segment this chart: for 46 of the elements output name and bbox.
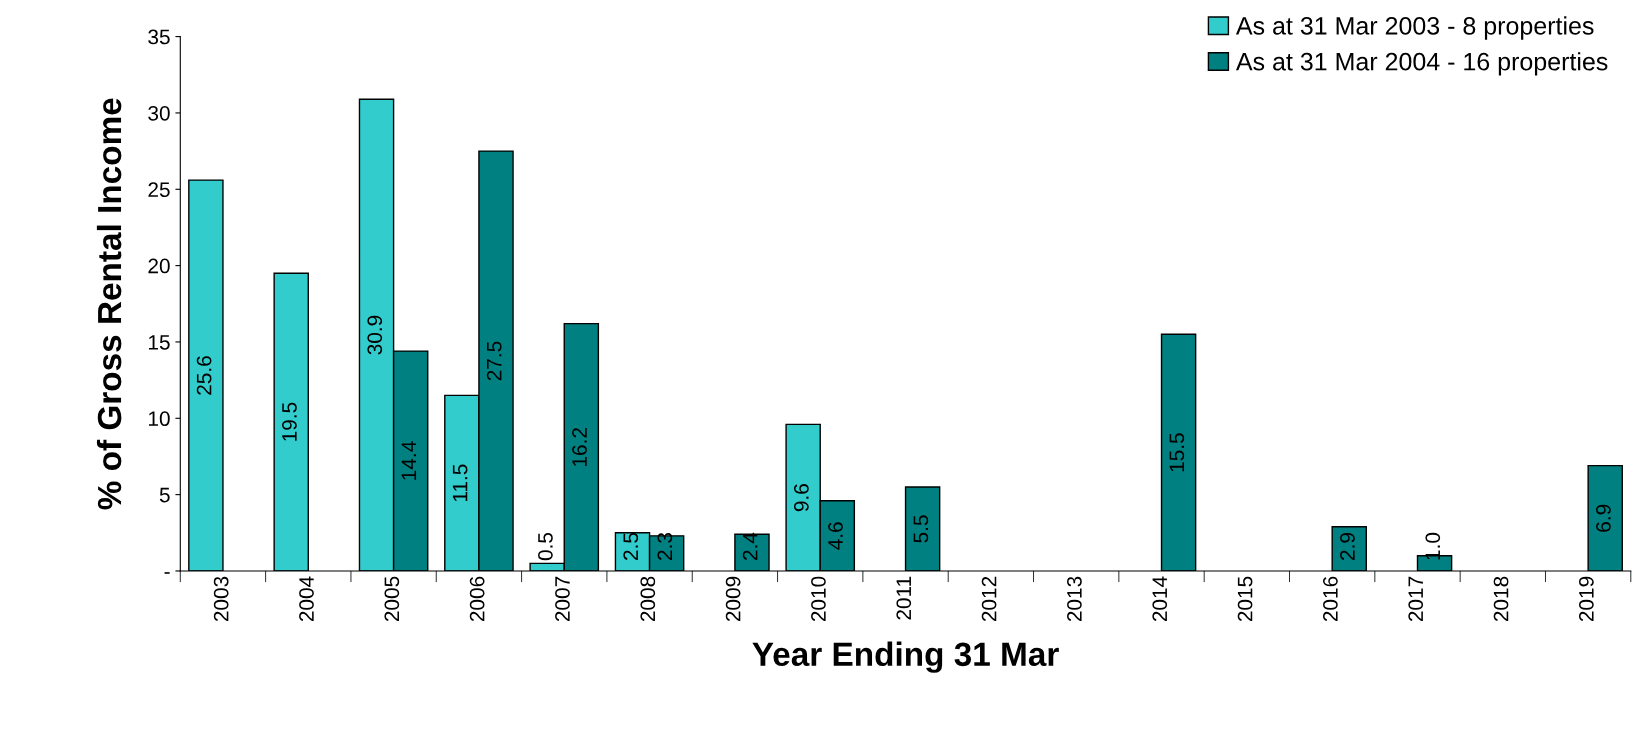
data-label: 11.5 — [452, 464, 468, 502]
x-tick-label: 2005 — [384, 576, 400, 622]
legend-label: As at 31 Mar 2003 - 8 properties — [1235, 16, 1594, 40]
x-tick-label: 2013 — [1067, 576, 1082, 622]
data-label: 5.5 — [913, 515, 929, 543]
data-label: 19.5 — [282, 402, 297, 441]
legend-label: As at 31 Mar 2004 - 16 properties — [1235, 52, 1608, 76]
x-axis-title: Year Ending 31 Mar — [752, 641, 1059, 673]
data-label: 15.5 — [1169, 433, 1185, 472]
y-tick-label: 15 — [148, 335, 170, 350]
x-tick-label: 2011 — [896, 576, 912, 620]
data-label: 16.2 — [572, 428, 587, 466]
data-label: 2.9 — [1340, 533, 1355, 560]
y-tick-label: 30 — [148, 105, 170, 121]
x-tick-label: 2003 — [213, 576, 229, 622]
x-tick-label: 2012 — [981, 576, 997, 622]
data-label: 25.6 — [196, 356, 212, 395]
x-tick-label: 2008 — [640, 576, 656, 622]
y-tick-label: 20 — [148, 258, 170, 274]
data-label: 2.3 — [657, 532, 673, 560]
x-tick-label: 2019 — [1578, 576, 1594, 622]
y-tick-label: - — [164, 572, 170, 574]
data-label: 27.5 — [486, 341, 502, 381]
data-label: 9.6 — [794, 484, 809, 512]
x-tick-label: 2015 — [1237, 576, 1253, 622]
y-tick-label: 25 — [148, 182, 170, 198]
x-tick-label: 2016 — [1323, 576, 1338, 622]
x-tick-label: 2007 — [555, 576, 570, 622]
x-tick-label: 2014 — [1152, 576, 1168, 622]
x-tick-label: 2004 — [299, 576, 314, 622]
data-label: 6.9 — [1596, 504, 1611, 532]
x-tick-label: 2017 — [1408, 576, 1424, 622]
data-label: 0.5 — [538, 532, 553, 561]
data-label: 4.6 — [828, 522, 843, 550]
y-axis-title: % of Gross Rental Income — [96, 98, 122, 510]
y-tick-label: 10 — [148, 411, 170, 427]
y-tick-label: 5 — [159, 487, 170, 503]
data-label: 30.9 — [367, 315, 383, 355]
x-tick-label: 2009 — [725, 576, 741, 622]
x-tick-label: 2006 — [469, 576, 485, 622]
y-tick-label: 35 — [148, 29, 170, 45]
x-tick-label: 2010 — [811, 576, 826, 622]
x-tick-label: 2018 — [1493, 576, 1509, 622]
data-label: 2.4 — [742, 532, 758, 560]
data-label: 2.5 — [623, 532, 639, 560]
data-label: 14.4 — [401, 441, 417, 480]
